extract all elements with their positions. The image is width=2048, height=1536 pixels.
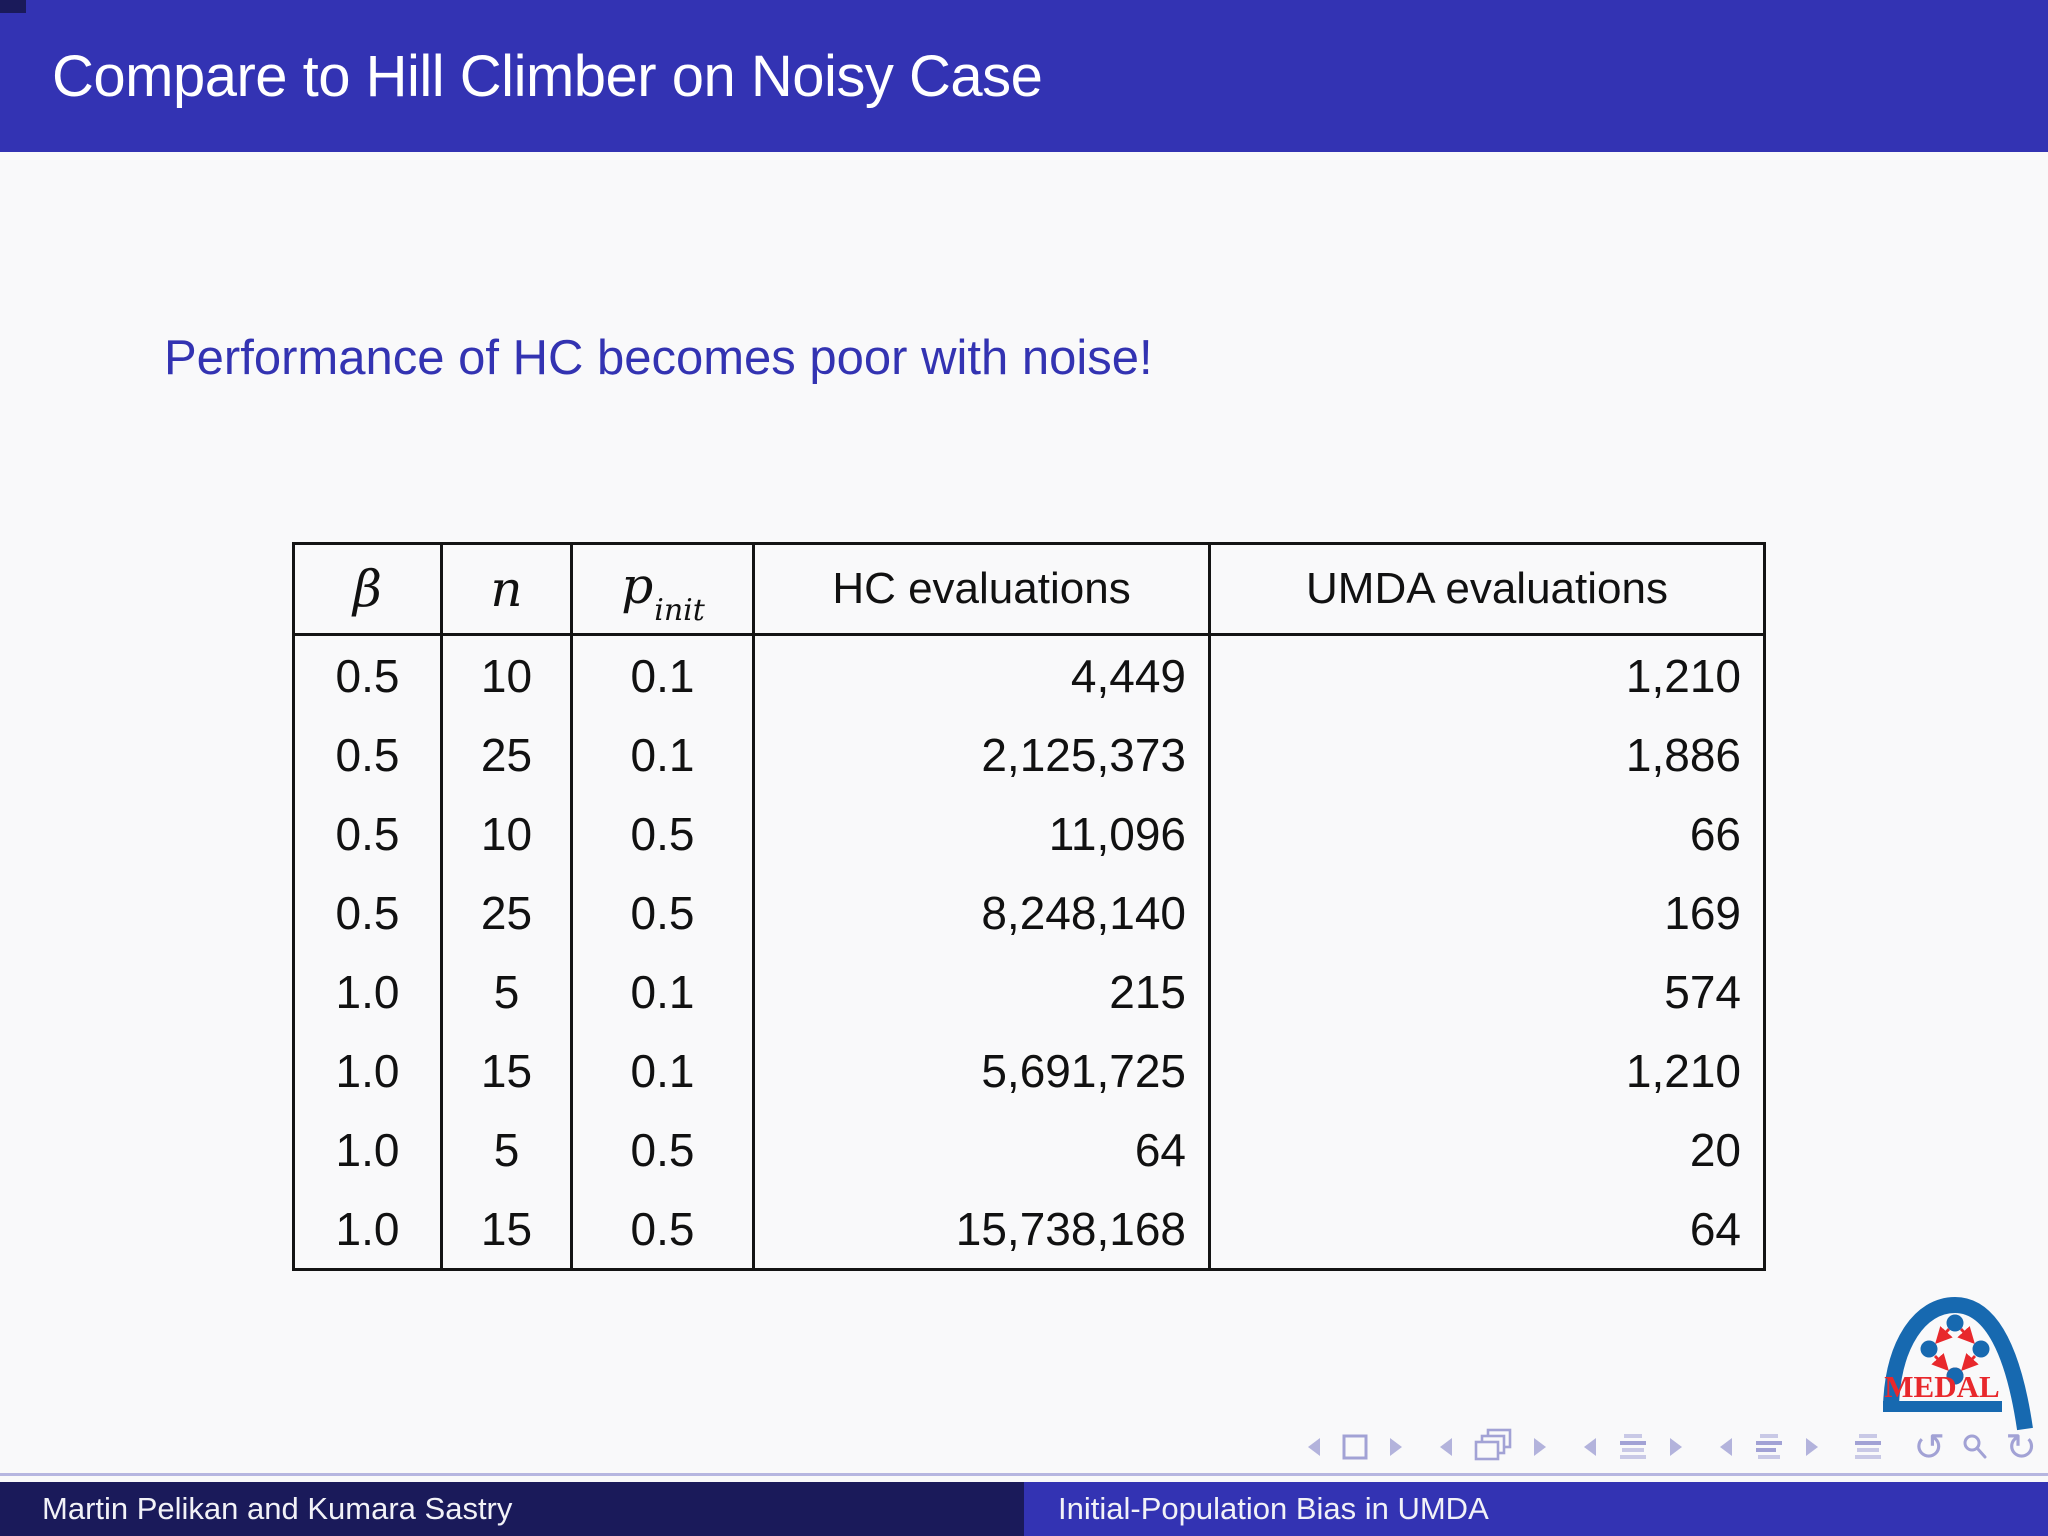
table-cell: 10 xyxy=(440,634,572,715)
table-cell: 0.5 xyxy=(335,649,400,702)
table-cell: 10 xyxy=(440,794,572,873)
nav-group xyxy=(1579,1432,1687,1462)
table-cell: 0.5 xyxy=(570,1189,754,1270)
medal-network-icon xyxy=(1920,1314,1990,1385)
table-cell: 0.5 xyxy=(335,728,400,781)
table-cell: 215 xyxy=(752,952,1210,1031)
footer-separator xyxy=(0,1473,2048,1476)
table-cell: 11,096 xyxy=(752,794,1210,873)
table-cell: 0.1 xyxy=(570,1031,754,1110)
next-frame-icon[interactable] xyxy=(1529,1434,1551,1460)
nav-group: ↺ ↻ xyxy=(1913,1428,2037,1466)
nav-group xyxy=(1303,1432,1407,1462)
table-cell: 8,248,140 xyxy=(752,873,1210,952)
table-cell: 1,210 xyxy=(1208,1031,1765,1110)
table-cell: 1,886 xyxy=(1208,715,1765,794)
col-header-hc-evaluations: HC evaluations xyxy=(752,543,1210,636)
footer-presentation-title: Initial-Population Bias in UMDA xyxy=(1058,1491,1489,1526)
table-cell: 5 xyxy=(440,952,572,1031)
prev-subsection-icon[interactable] xyxy=(1579,1434,1601,1460)
prev-frame-icon[interactable] xyxy=(1435,1434,1457,1460)
appendix-icon[interactable] xyxy=(1851,1432,1885,1462)
slide-icon[interactable] xyxy=(1340,1432,1370,1462)
table-cell: 0.5 xyxy=(570,1110,754,1189)
table-cell: 1.0 xyxy=(335,1202,400,1255)
table-cell: 1.0 xyxy=(335,965,400,1018)
table-row: 0.5 10 0.1 4,449 1,210 xyxy=(294,634,1765,715)
table-cell: 0.5 xyxy=(570,873,754,952)
table-row: 0.5 10 0.5 11,096 66 xyxy=(294,794,1765,873)
medal-logo: MEDAL xyxy=(1883,1296,2033,1431)
table-cell: 5,691,725 xyxy=(752,1031,1210,1110)
table-cell: 0.1 xyxy=(570,952,754,1031)
table-cell: 66 xyxy=(1208,794,1765,873)
frame-icon[interactable] xyxy=(1472,1428,1514,1466)
page-title: Compare to Hill Climber on Noisy Case xyxy=(52,43,1043,109)
results-table-body: 0.5 10 0.1 4,449 1,210 0.5 25 0.1 2,125,373 1,886… xyxy=(294,634,1765,1270)
forward-icon[interactable]: ↻ xyxy=(2005,1425,2037,1469)
table-cell: 1.0 xyxy=(335,1044,400,1097)
table-cell: 5 xyxy=(440,1110,572,1189)
section-icon[interactable] xyxy=(1752,1432,1786,1462)
search-icon[interactable] xyxy=(1960,1432,1990,1462)
back-icon[interactable]: ↺ xyxy=(1913,1425,1946,1469)
prev-slide-icon[interactable] xyxy=(1303,1434,1325,1460)
col-header-umda-evaluations: UMDA evaluations xyxy=(1208,543,1765,636)
table-cell: 0.5 xyxy=(335,807,400,860)
table-row: 0.5 25 0.5 8,248,140 169 xyxy=(294,873,1765,952)
header-bar: Compare to Hill Climber on Noisy Case xyxy=(0,0,2048,152)
medal-logo-text: MEDAL xyxy=(1884,1369,1999,1404)
next-subsection-icon[interactable] xyxy=(1665,1434,1687,1460)
footer-authors-panel: Martin Pelikan and Kumara Sastry xyxy=(0,1482,1024,1536)
nav-group xyxy=(1435,1428,1551,1466)
col-header-beta: β xyxy=(293,543,442,636)
medal-baseline-bar xyxy=(1883,1401,2002,1412)
table-header-row: β n pinit HC evaluations UMDA evaluation… xyxy=(293,543,1765,636)
table-cell: 64 xyxy=(752,1110,1210,1189)
col-header-n: n xyxy=(440,543,572,636)
next-slide-icon[interactable] xyxy=(1385,1434,1407,1460)
table-row: 0.5 25 0.1 2,125,373 1,886 xyxy=(294,715,1765,794)
subsection-icon[interactable] xyxy=(1616,1432,1650,1462)
table-cell: 15,738,168 xyxy=(752,1189,1210,1270)
prev-section-icon[interactable] xyxy=(1715,1434,1737,1460)
table-cell: 4,449 xyxy=(752,634,1210,715)
table-cell: 15 xyxy=(440,1189,572,1270)
table-cell: 1.0 xyxy=(335,1123,400,1176)
table-row: 1.0 15 0.1 5,691,725 1,210 xyxy=(294,1031,1765,1110)
header-corner-block xyxy=(0,0,26,13)
col-header-pinit: pinit xyxy=(570,543,754,636)
table-cell: 0.5 xyxy=(335,886,400,939)
table-cell: 169 xyxy=(1208,873,1765,952)
table-row: 1.0 5 0.5 64 20 xyxy=(294,1110,1765,1189)
footer-title-panel: Initial-Population Bias in UMDA xyxy=(1024,1482,2048,1536)
nav-group xyxy=(1715,1432,1823,1462)
footer-authors: Martin Pelikan and Kumara Sastry xyxy=(42,1491,513,1526)
subtitle: Performance of HC becomes poor with nois… xyxy=(164,331,1153,385)
table-cell: 64 xyxy=(1208,1189,1765,1270)
results-table: β n pinit HC evaluations UMDA evaluation… xyxy=(292,542,1766,1271)
table-cell: 574 xyxy=(1208,952,1765,1031)
navigation-bar: ↺ ↻ xyxy=(1303,1424,2037,1470)
table-cell: 2,125,373 xyxy=(752,715,1210,794)
nav-group xyxy=(1851,1432,1885,1462)
table-cell: 1,210 xyxy=(1208,634,1765,715)
table-cell: 15 xyxy=(440,1031,572,1110)
table-cell: 25 xyxy=(440,715,572,794)
next-section-icon[interactable] xyxy=(1801,1434,1823,1460)
table-cell: 0.1 xyxy=(570,634,754,715)
table-row: 1.0 5 0.1 215 574 xyxy=(294,952,1765,1031)
table-cell: 0.1 xyxy=(570,715,754,794)
table-cell: 20 xyxy=(1208,1110,1765,1189)
table-cell: 0.5 xyxy=(570,794,754,873)
table-cell: 25 xyxy=(440,873,572,952)
medal-arch xyxy=(1883,1296,2033,1431)
table-row: 1.0 15 0.5 15,738,168 64 xyxy=(294,1189,1765,1270)
